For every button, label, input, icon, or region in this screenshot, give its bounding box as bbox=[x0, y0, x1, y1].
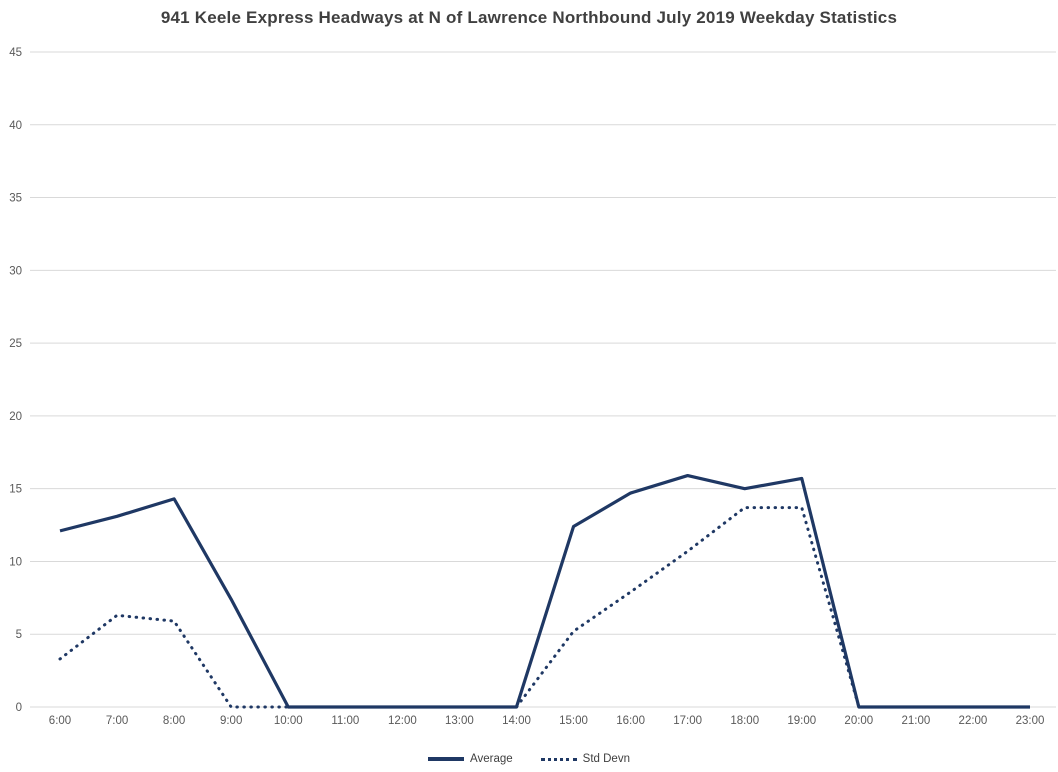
legend-label-std-devn: Std Devn bbox=[582, 753, 630, 765]
x-tick-label: 8:00 bbox=[163, 715, 185, 727]
y-tick-label: 40 bbox=[9, 120, 22, 132]
y-tick-label: 15 bbox=[9, 484, 22, 496]
x-tick-label: 18:00 bbox=[730, 715, 759, 727]
x-tick-label: 9:00 bbox=[220, 715, 242, 727]
x-tick-label: 7:00 bbox=[106, 715, 128, 727]
x-tick-label: 10:00 bbox=[274, 715, 303, 727]
x-tick-label: 11:00 bbox=[331, 715, 359, 727]
x-tick-label: 15:00 bbox=[559, 715, 588, 727]
chart-legend: Average Std Devn bbox=[0, 753, 1058, 765]
legend-label-average: Average bbox=[470, 753, 513, 765]
x-tick-label: 23:00 bbox=[1016, 715, 1045, 727]
y-tick-label: 0 bbox=[16, 702, 22, 714]
x-tick-label: 16:00 bbox=[616, 715, 645, 727]
x-tick-label: 17:00 bbox=[673, 715, 702, 727]
series-line-average bbox=[59, 473, 1030, 709]
average-line-sample-icon bbox=[428, 757, 465, 761]
x-tick-label: 19:00 bbox=[787, 715, 816, 727]
std-devn-line-sample-icon bbox=[540, 757, 577, 761]
legend-item-average: Average bbox=[428, 753, 513, 765]
y-tick-label: 5 bbox=[16, 629, 22, 641]
y-tick-label: 10 bbox=[9, 556, 22, 568]
x-tick-label: 21:00 bbox=[901, 715, 930, 727]
legend-item-std-devn: Std Devn bbox=[540, 753, 630, 765]
x-tick-label: 14:00 bbox=[502, 715, 531, 727]
x-tick-label: 6:00 bbox=[49, 715, 71, 727]
y-tick-label: 20 bbox=[9, 411, 22, 423]
x-tick-label: 13:00 bbox=[445, 715, 474, 727]
y-tick-label: 35 bbox=[9, 193, 22, 205]
y-tick-label: 45 bbox=[9, 47, 22, 59]
x-tick-label: 22:00 bbox=[959, 715, 988, 727]
y-tick-label: 25 bbox=[9, 338, 22, 350]
x-tick-label: 20:00 bbox=[844, 715, 873, 727]
chart-title: 941 Keele Express Headways at N of Lawre… bbox=[160, 8, 898, 27]
x-tick-label: 12:00 bbox=[388, 715, 417, 727]
y-tick-label: 30 bbox=[9, 265, 22, 277]
series-line-std-devn bbox=[58, 506, 1032, 709]
